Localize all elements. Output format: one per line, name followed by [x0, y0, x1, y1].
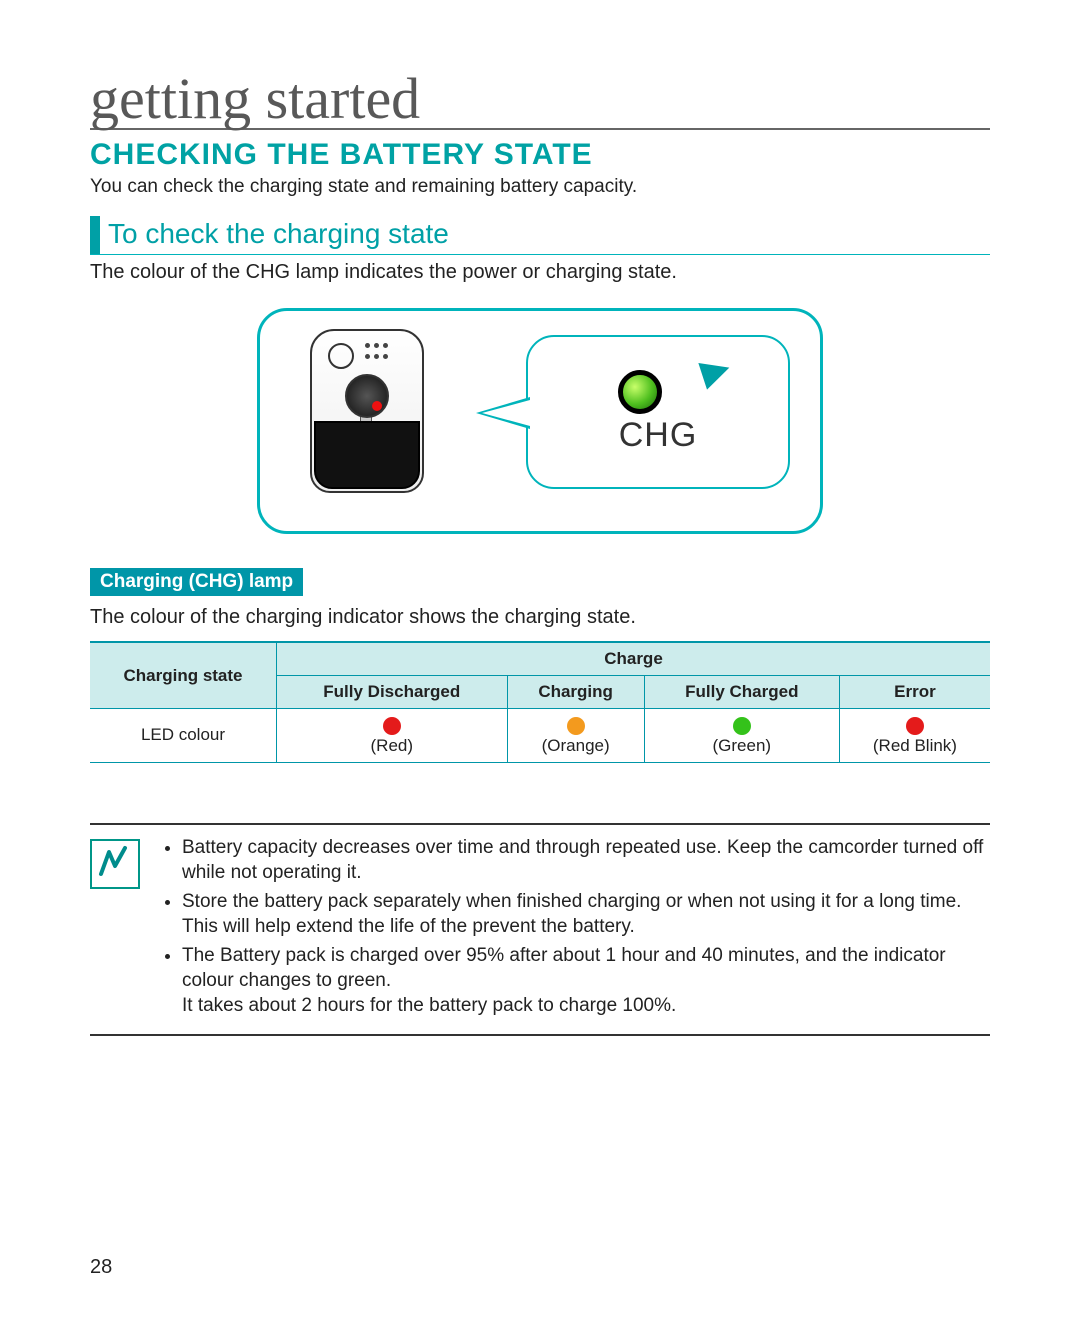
page-heading: CHECKING THE BATTERY STATE: [90, 138, 990, 172]
led-label: (Orange): [542, 736, 610, 755]
led-label: (Green): [713, 736, 772, 755]
led-dot-icon: [567, 717, 585, 735]
led-dot-icon: [383, 717, 401, 735]
note-item: Battery capacity decreases over time and…: [182, 835, 990, 885]
led-dot-icon: [733, 717, 751, 735]
charging-lamp-subhead: Charging (CHG) lamp: [90, 568, 303, 596]
pointer-arrow-icon: [698, 354, 733, 389]
table-cell: (Green): [644, 709, 839, 763]
table-col-header: Fully Charged: [644, 676, 839, 709]
note-item: Store the battery pack separately when f…: [182, 889, 990, 939]
intro-text: You can check the charging state and rem…: [90, 176, 990, 198]
subheading-row: To check the charging state: [90, 216, 990, 255]
table-col-header: Charging: [507, 676, 644, 709]
note-item: The Battery pack is charged over 95% aft…: [182, 943, 990, 1018]
table-group-header: Charge: [277, 642, 991, 676]
table-data-row: LED colour (Red) (Orange) (Green) (Red B…: [90, 709, 990, 763]
page-number: 28: [90, 1256, 112, 1279]
led-dot-icon: [906, 717, 924, 735]
charging-state-table: Charging state Charge Fully Discharged C…: [90, 641, 990, 763]
manual-page: getting started CHECKING THE BATTERY STA…: [0, 0, 1080, 1329]
note-icon: [90, 839, 140, 889]
table-col-header: Fully Discharged: [277, 676, 508, 709]
subheading-text: To check the charging state: [108, 216, 449, 254]
device-illustration: CHG: [257, 308, 823, 534]
subheading-accent-bar: [90, 216, 100, 254]
notes-list: Battery capacity decreases over time and…: [158, 835, 990, 1023]
table-rowgroup-header: Charging state: [90, 642, 277, 709]
table-cell: (Orange): [507, 709, 644, 763]
led-label: (Red Blink): [873, 736, 957, 755]
table-col-header: Error: [839, 676, 990, 709]
table-row-label: LED colour: [90, 709, 277, 763]
subheading-description: The colour of the CHG lamp indicates the…: [90, 261, 990, 284]
charging-lamp-description: The colour of the charging indicator sho…: [90, 606, 990, 629]
table-cell: (Red): [277, 709, 508, 763]
chg-led-icon: [618, 370, 662, 414]
chg-callout-label: CHG: [619, 416, 698, 455]
table-cell: (Red Blink): [839, 709, 990, 763]
led-label: (Red): [371, 736, 414, 755]
section-title: getting started: [90, 70, 990, 130]
camcorder-drawing: [310, 329, 430, 499]
chg-callout-bubble: CHG: [526, 335, 790, 489]
notes-block: Battery capacity decreases over time and…: [90, 823, 990, 1037]
